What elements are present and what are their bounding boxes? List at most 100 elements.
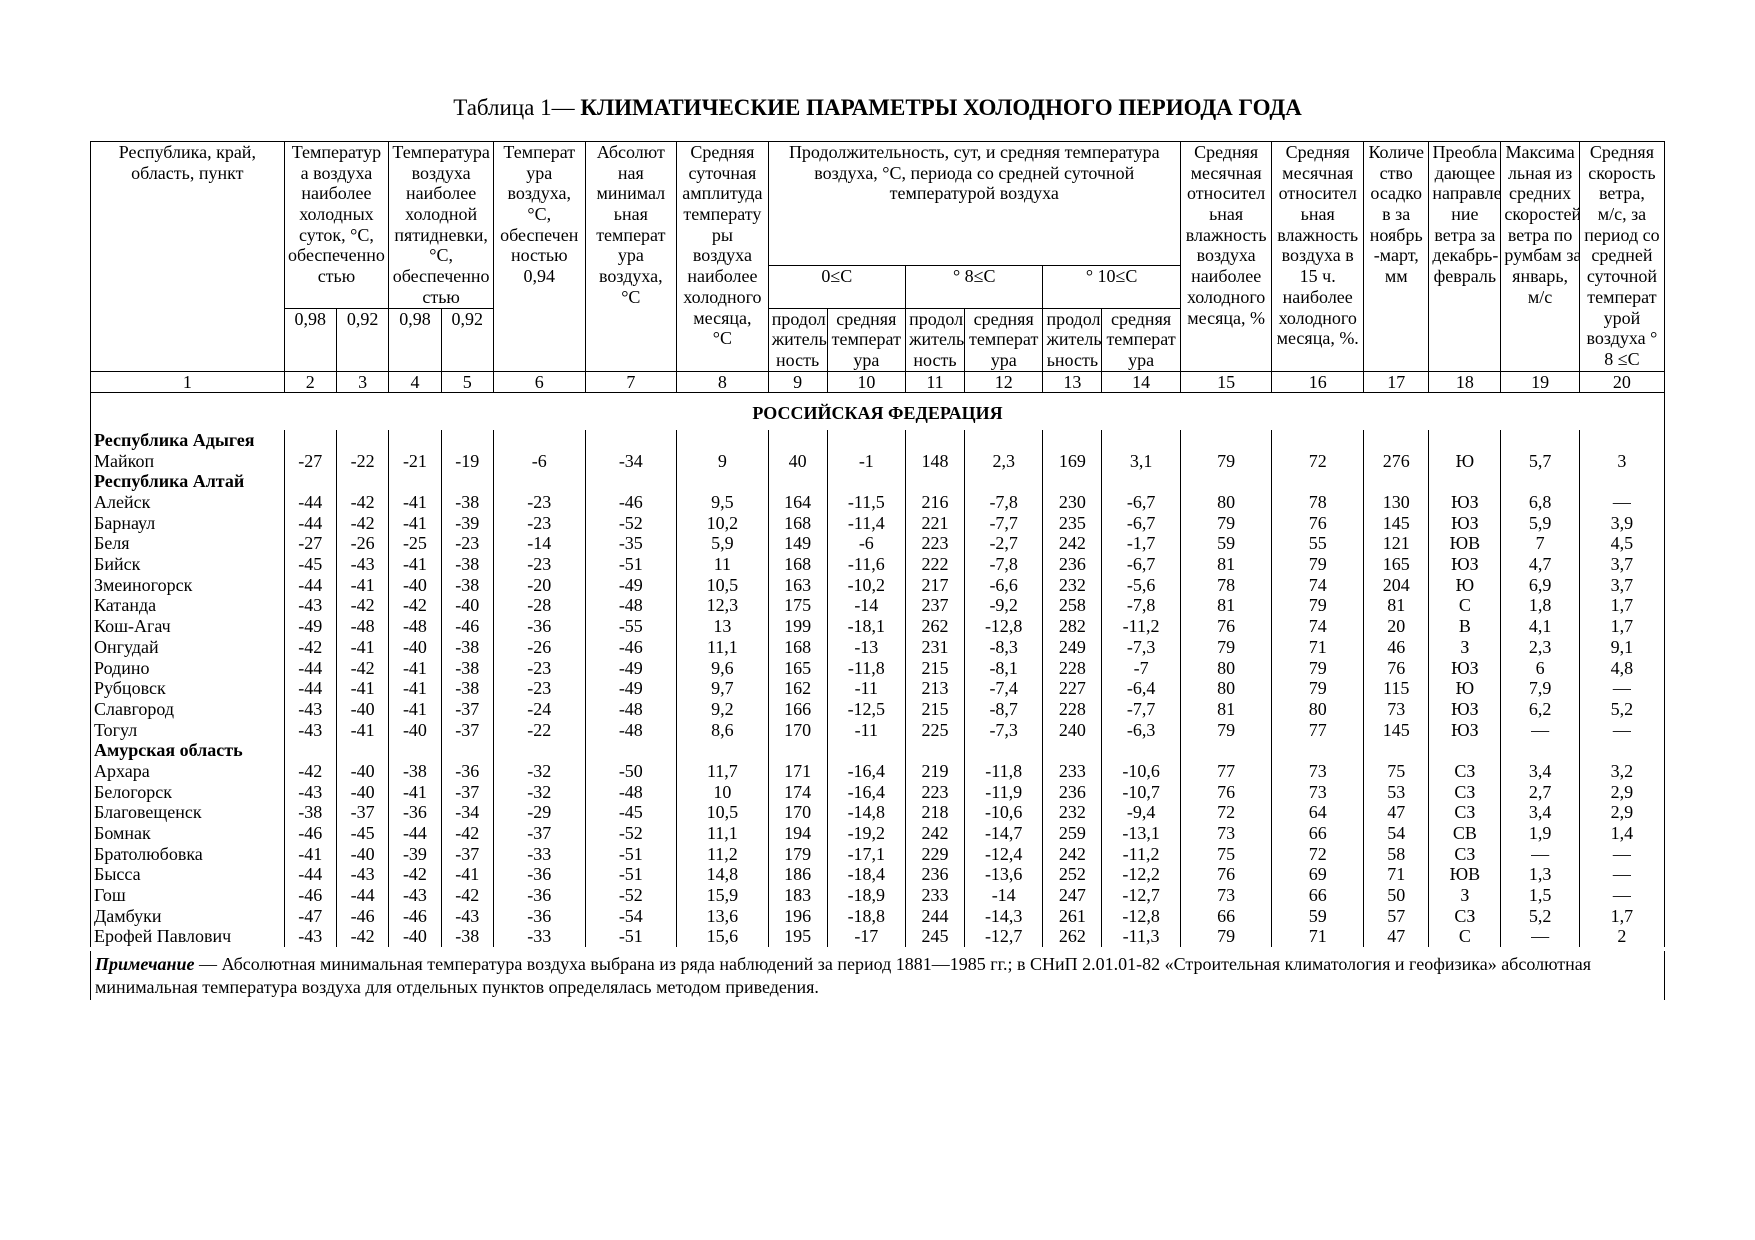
data-cell: 9,7 [677, 678, 769, 699]
data-cell: -41 [389, 554, 441, 575]
header-cell: Абсолютнаяминимальнаятемпературавоздуха,… [585, 142, 677, 372]
data-cell: -42 [284, 637, 336, 658]
row-label: Рубцовск [91, 678, 285, 699]
data-cell: 199 [768, 616, 827, 637]
data-cell: -38 [441, 492, 493, 513]
header-cell: ° 10≤С [1043, 265, 1180, 308]
data-cell: -41 [389, 699, 441, 720]
data-cell: СЗ [1429, 782, 1501, 803]
data-cell [1364, 471, 1429, 492]
data-cell: 262 [1043, 926, 1102, 947]
data-cell: -11,9 [964, 782, 1043, 803]
data-cell: 223 [906, 533, 965, 554]
data-cell [906, 471, 965, 492]
data-cell: 148 [906, 451, 965, 472]
col-number: 7 [585, 371, 677, 393]
data-cell: -48 [585, 595, 677, 616]
data-cell: -46 [585, 492, 677, 513]
data-cell: 77 [1180, 761, 1272, 782]
data-cell: 223 [906, 782, 965, 803]
data-cell: 10 [677, 782, 769, 803]
data-cell: -10,2 [827, 575, 906, 596]
data-cell: 227 [1043, 678, 1102, 699]
data-cell: 195 [768, 926, 827, 947]
data-cell: 236 [1043, 554, 1102, 575]
data-cell: -46 [284, 823, 336, 844]
data-cell: -14,3 [964, 906, 1043, 927]
data-cell: 74 [1272, 575, 1364, 596]
data-cell: -8,3 [964, 637, 1043, 658]
data-cell: 80 [1180, 678, 1272, 699]
data-cell: -48 [336, 616, 388, 637]
data-cell: 3,9 [1579, 513, 1664, 534]
data-cell: -27 [284, 451, 336, 472]
data-cell: — [1579, 720, 1664, 741]
col-number: 8 [677, 371, 769, 393]
data-cell: -33 [493, 926, 585, 947]
col-number: 4 [389, 371, 441, 393]
data-cell: -6,3 [1102, 720, 1181, 741]
data-cell: -52 [585, 823, 677, 844]
data-cell: -38 [441, 575, 493, 596]
data-cell: 78 [1272, 492, 1364, 513]
data-cell: 14,8 [677, 864, 769, 885]
data-cell: 186 [768, 864, 827, 885]
data-cell: 10,5 [677, 802, 769, 823]
data-cell: 79 [1180, 926, 1272, 947]
data-cell: 1,4 [1579, 823, 1664, 844]
data-cell: -54 [585, 906, 677, 927]
data-cell: ЮЗ [1429, 658, 1501, 679]
data-cell: -12,7 [964, 926, 1043, 947]
data-cell: 79 [1272, 554, 1364, 575]
data-cell: 47 [1364, 926, 1429, 947]
row-label: Родино [91, 658, 285, 679]
data-cell [1272, 430, 1364, 451]
data-cell: -37 [441, 782, 493, 803]
data-cell: 168 [768, 637, 827, 658]
data-cell [906, 430, 965, 451]
data-cell [493, 430, 585, 451]
data-cell: З [1429, 885, 1501, 906]
data-cell: ЮЗ [1429, 513, 1501, 534]
data-cell: 3,7 [1579, 554, 1664, 575]
data-cell: -42 [389, 595, 441, 616]
data-cell: -42 [336, 492, 388, 513]
data-cell: 75 [1180, 844, 1272, 865]
data-cell: -13,1 [1102, 823, 1181, 844]
data-cell: 73 [1364, 699, 1429, 720]
data-cell: 242 [1043, 533, 1102, 554]
data-cell: -43 [336, 864, 388, 885]
data-cell: 174 [768, 782, 827, 803]
data-cell: 47 [1364, 802, 1429, 823]
data-cell: -12,8 [964, 616, 1043, 637]
data-cell: -44 [336, 885, 388, 906]
data-cell: 79 [1180, 451, 1272, 472]
data-cell: 170 [768, 802, 827, 823]
data-cell [1364, 740, 1429, 761]
data-cell: 230 [1043, 492, 1102, 513]
data-cell: -44 [284, 575, 336, 596]
data-cell: 242 [906, 823, 965, 844]
data-cell: -45 [336, 823, 388, 844]
data-cell: 76 [1180, 864, 1272, 885]
data-cell: 115 [1364, 678, 1429, 699]
data-cell: Ю [1429, 451, 1501, 472]
data-cell: -11,3 [1102, 926, 1181, 947]
table-title: Таблица 1— КЛИМАТИЧЕСКИЕ ПАРАМЕТРЫ ХОЛОД… [90, 95, 1665, 121]
data-cell: -11 [827, 678, 906, 699]
data-cell: 216 [906, 492, 965, 513]
data-cell: 244 [906, 906, 965, 927]
data-cell: -32 [493, 761, 585, 782]
data-cell: 15,6 [677, 926, 769, 947]
data-cell: -38 [441, 658, 493, 679]
data-cell [677, 430, 769, 451]
data-cell: -41 [441, 864, 493, 885]
data-cell: -19,2 [827, 823, 906, 844]
data-cell: 165 [1364, 554, 1429, 575]
data-cell: -34 [585, 451, 677, 472]
data-cell: -37 [441, 844, 493, 865]
data-cell: 73 [1272, 782, 1364, 803]
data-cell: -7,8 [1102, 595, 1181, 616]
header-cell: Количествоосадков заноябрь-март,мм [1364, 142, 1429, 372]
data-cell: -11,8 [964, 761, 1043, 782]
